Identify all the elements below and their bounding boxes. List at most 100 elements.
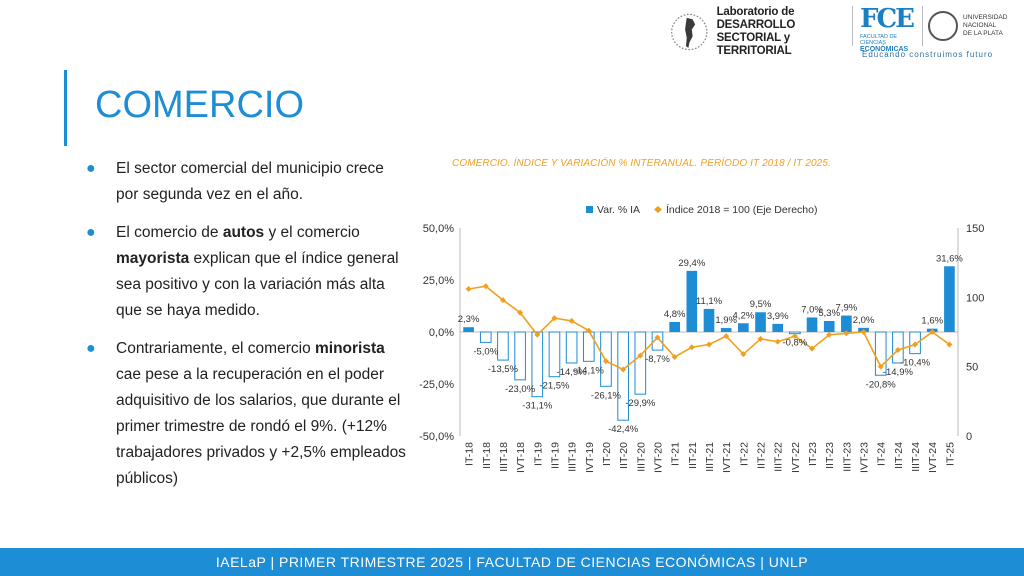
index-point <box>534 331 541 338</box>
index-point <box>637 352 644 359</box>
bar <box>617 331 629 421</box>
y-left-tick-label: 50,0% <box>423 223 454 235</box>
index-point <box>723 333 730 340</box>
lab-logo: Laboratorio de DESARROLLO SECTORIAL y TE… <box>670 6 850 58</box>
tagline: Educando construimos futuro <box>862 50 994 59</box>
bar-data-label: 7,9% <box>836 303 858 314</box>
unlp-logo: UNIVERSIDAD NACIONAL DE LA PLATA <box>928 6 1018 46</box>
bar-data-label: 2,0% <box>853 315 875 326</box>
fce-line-1: FACULTAD DE CIENCIAS <box>860 34 898 46</box>
argentina-map-icon <box>671 13 708 51</box>
bar-data-label: 3,9% <box>767 311 789 322</box>
bar <box>841 315 852 332</box>
x-tick-label: IIT-24 <box>893 442 905 469</box>
bar <box>565 331 578 364</box>
y-left-tick-label: 25,0% <box>423 275 454 287</box>
index-point <box>860 329 867 335</box>
y-left-tick-label: 0,0% <box>429 327 454 339</box>
bar-data-label: -23,0% <box>505 384 536 395</box>
header-divider <box>922 6 923 46</box>
bullet-text: El comercio de autos y el comercio mayor… <box>116 224 399 319</box>
y-right-tick-label: 150 <box>966 223 984 235</box>
bullet-dot-icon: ● <box>86 160 96 177</box>
x-tick-label: IT-18 <box>464 442 476 466</box>
x-tick-label: IIT-18 <box>481 442 493 469</box>
y-right-tick-label: 100 <box>966 292 984 304</box>
legend-line-label: Índice 2018 = 100 (Eje Derecho) <box>666 203 817 216</box>
index-point <box>517 309 524 316</box>
index-point <box>465 286 472 293</box>
x-tick-label: IIT-19 <box>549 442 561 469</box>
x-tick-label: IIIT-23 <box>841 442 853 472</box>
bar-data-label: -42,4% <box>608 424 639 435</box>
bar-data-label: -26,1% <box>591 390 622 401</box>
index-point <box>912 341 919 348</box>
index-point <box>706 341 712 348</box>
bar <box>514 331 526 381</box>
bar-data-label: -8,7% <box>645 354 670 365</box>
bar-data-label: 1,6% <box>921 316 943 327</box>
index-point <box>929 329 936 335</box>
unlp-line-3: DE LA PLATA <box>963 30 1003 37</box>
bar-data-label: 29,4% <box>678 258 705 269</box>
bar <box>720 328 732 332</box>
bar-data-label: 2,3% <box>458 314 480 325</box>
bar-data-label: -5,0% <box>473 346 498 357</box>
bar-data-label: 4,2% <box>733 310 755 321</box>
bar <box>669 322 680 332</box>
bar-data-label: 31,6% <box>936 253 963 264</box>
bar <box>479 331 492 343</box>
bar-data-label: 11,1% <box>696 296 723 307</box>
bar <box>772 323 784 332</box>
index-point <box>877 363 884 370</box>
lab-name: Laboratorio de DESARROLLO SECTORIAL y TE… <box>717 6 850 58</box>
bar-data-label: -14,1% <box>574 365 605 376</box>
footer-text: IAELaP | PRIMER TRIMESTRE 2025 | FACULTA… <box>215 554 809 570</box>
bar <box>755 312 766 332</box>
x-tick-label: IIIT-18 <box>498 442 510 472</box>
y-right-tick-label: 0 <box>966 431 972 443</box>
x-tick-label: IIIT-22 <box>773 442 785 472</box>
fce-logo: FCE FACULTAD DE CIENCIAS ECONÓMICAS <box>860 6 920 53</box>
bar <box>634 331 647 395</box>
index-point <box>757 335 764 342</box>
bar-data-label: 5,3% <box>818 308 840 319</box>
index-point <box>946 341 953 348</box>
index-point <box>791 333 798 340</box>
y-left-tick-label: -50,0% <box>419 431 454 443</box>
bar-data-label: -29,9% <box>625 398 656 409</box>
bar <box>703 308 715 332</box>
index-point <box>894 347 901 354</box>
legend-bar-swatch <box>586 206 593 213</box>
x-tick-label: IVT-21 <box>721 442 733 473</box>
index-point <box>826 331 833 338</box>
index-point <box>654 334 661 341</box>
index-point <box>620 366 627 373</box>
bar-data-label: 1,9% <box>715 315 737 326</box>
header-divider <box>852 6 853 46</box>
x-tick-label: IT-24 <box>876 442 888 466</box>
x-tick-label: IIIT-24 <box>910 442 922 472</box>
x-tick-label: IIT-23 <box>824 442 836 469</box>
x-tick-label: IIIT-20 <box>635 442 647 472</box>
bar-data-label: -31,1% <box>522 401 553 412</box>
legend-bar-label: Var. % IA <box>597 204 640 216</box>
index-point <box>602 358 609 365</box>
bar <box>806 317 818 332</box>
index-point <box>740 351 747 358</box>
bullet-list: ● El sector comercial del municipio crec… <box>86 156 408 504</box>
chart: 50,0% 25,0% 0,0% -25,0% -50,0% 150 100 50 0 2,3% -… <box>419 203 984 473</box>
bar-data-label: 9,5% <box>750 299 772 310</box>
legend-line-swatch <box>654 206 662 213</box>
x-tick-label: IIT-21 <box>687 442 699 469</box>
bar-data-label: 7,0% <box>801 304 823 315</box>
index-point <box>809 345 816 352</box>
x-tick-label: IVT-19 <box>584 442 596 473</box>
bar-data-label: -0,8% <box>782 338 807 349</box>
bar <box>944 266 955 332</box>
bullet-dot-icon: ● <box>86 340 96 357</box>
x-tick-label: IT-21 <box>670 442 682 466</box>
bar <box>738 323 749 332</box>
lab-line-2: SECTORIAL y TERRITORIAL <box>716 32 792 57</box>
